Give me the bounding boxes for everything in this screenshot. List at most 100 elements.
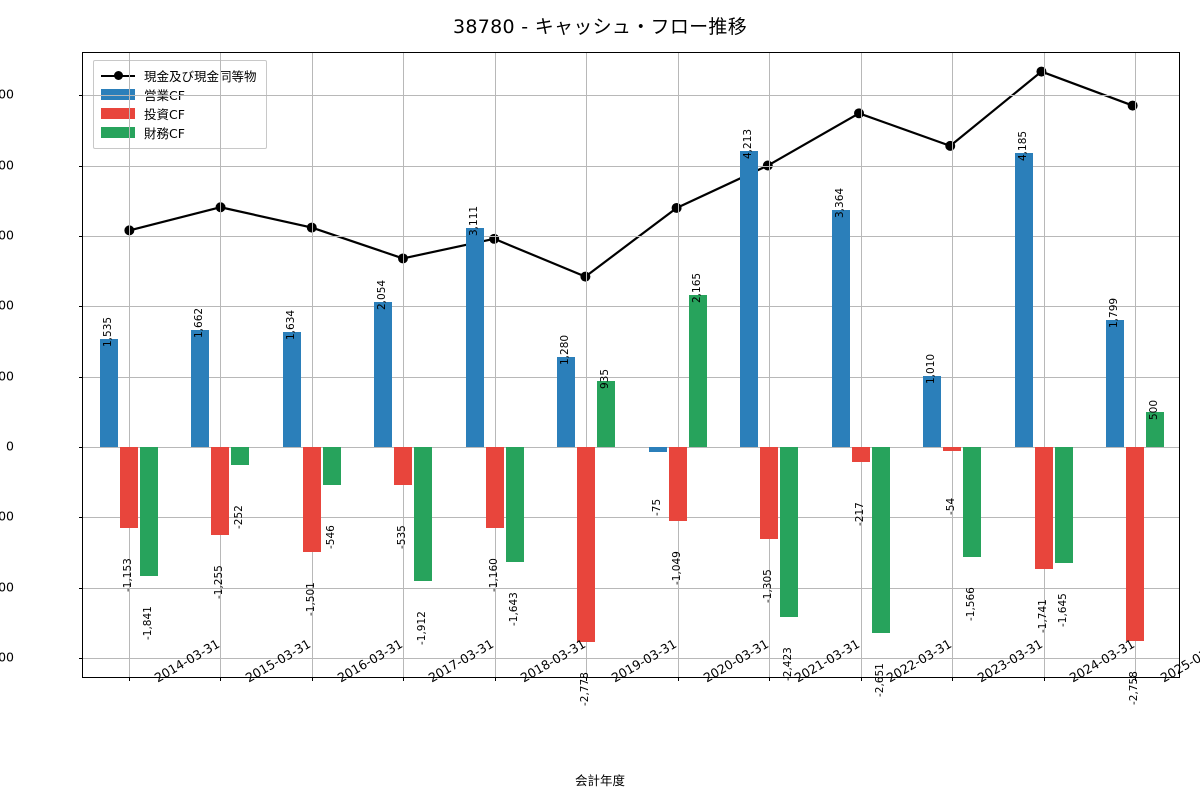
bar-operating-cf[interactable]	[1106, 320, 1125, 447]
bar-value-label: 1,535	[101, 316, 114, 347]
bar-investing-cf[interactable]	[1126, 446, 1145, 641]
legend-swatch-icon	[101, 89, 135, 100]
cash-line-marker[interactable]	[1036, 66, 1047, 77]
bar-operating-cf[interactable]	[99, 338, 118, 447]
bar-value-label: -1,741	[1036, 599, 1049, 634]
x-gridline	[860, 53, 862, 677]
y-tick-label: 4,000	[0, 157, 14, 173]
legend-item[interactable]: 財務CF	[101, 123, 257, 142]
bar-financing-cf[interactable]	[139, 446, 158, 577]
x-gridline	[586, 53, 588, 677]
y-tick-mark	[79, 376, 83, 378]
bar-investing-cf[interactable]	[394, 446, 413, 485]
x-gridline	[769, 53, 771, 677]
bar-financing-cf[interactable]	[505, 446, 524, 563]
bar-value-label: 4,213	[742, 128, 755, 159]
x-tick-mark	[952, 677, 954, 681]
bar-value-label: -1,566	[965, 587, 978, 622]
bar-value-label: -2,651	[873, 663, 886, 698]
x-gridline	[494, 53, 496, 677]
bar-value-label: -1,501	[304, 582, 317, 617]
bar-value-label: -1,160	[487, 558, 500, 593]
legend-item[interactable]: 現金及び現金同等物	[101, 66, 257, 85]
bar-value-label: -252	[233, 504, 246, 529]
x-gridline	[1043, 53, 1045, 677]
bar-investing-cf[interactable]	[851, 446, 870, 463]
x-tick-mark	[677, 677, 679, 681]
y-gridline	[83, 446, 1179, 448]
plot-area: 現金及び現金同等物 営業CF 投資CF 財務CF 1,535 1,662 1,634 2,0…	[79, 52, 1180, 706]
bar-value-label: 935	[599, 369, 612, 390]
bar-investing-cf[interactable]	[577, 446, 596, 643]
bar-operating-cf[interactable]	[465, 228, 484, 447]
bar-operating-cf[interactable]	[374, 302, 393, 447]
bar-value-label: -1,305	[762, 568, 775, 603]
bar-financing-cf[interactable]	[963, 446, 982, 558]
bar-financing-cf[interactable]	[322, 446, 341, 486]
x-tick-mark	[220, 677, 222, 681]
cash-line-marker[interactable]	[945, 140, 956, 151]
bar-value-label: -1,153	[121, 558, 134, 592]
x-tick-mark	[311, 677, 313, 681]
bar-investing-cf[interactable]	[119, 446, 138, 528]
legend-item[interactable]: 投資CF	[101, 104, 257, 123]
bar-financing-cf[interactable]	[871, 446, 890, 634]
cash-line-path	[129, 70, 1134, 278]
bar-value-label: -546	[324, 525, 337, 550]
bar-value-label: 1,799	[1108, 298, 1121, 329]
x-gridline	[952, 53, 954, 677]
legend-swatch-icon	[101, 127, 135, 138]
bar-operating-cf[interactable]	[831, 210, 850, 447]
legend-label: 投資CF	[144, 107, 185, 122]
bar-investing-cf[interactable]	[668, 446, 687, 521]
x-tick-mark	[769, 677, 771, 681]
cash-line-marker[interactable]	[854, 108, 865, 119]
x-gridline	[128, 53, 130, 677]
bar-financing-cf[interactable]	[688, 294, 707, 447]
legend-swatch-icon	[101, 69, 135, 83]
bar-financing-cf[interactable]	[231, 446, 250, 465]
x-tick-mark	[586, 677, 588, 681]
bar-value-label: 3,364	[833, 188, 846, 219]
cash-line-marker[interactable]	[671, 202, 682, 213]
bar-value-label: -2,758	[1128, 671, 1141, 705]
bar-financing-cf[interactable]	[414, 446, 433, 582]
bar-financing-cf[interactable]	[1054, 446, 1073, 563]
cash-line-marker[interactable]	[762, 160, 773, 171]
x-gridline	[677, 53, 679, 677]
bar-investing-cf[interactable]	[1034, 446, 1053, 570]
y-gridline	[83, 235, 1179, 237]
bar-operating-cf[interactable]	[557, 356, 576, 447]
bar-value-label: 3,111	[467, 206, 480, 237]
bar-financing-cf[interactable]	[780, 446, 799, 618]
y-gridline	[83, 587, 1179, 589]
bar-value-label: 1,280	[559, 334, 572, 365]
x-tick-mark	[403, 677, 405, 681]
y-tick-mark	[79, 235, 83, 237]
bar-value-label: -1,912	[416, 611, 429, 646]
y-tick-label: -3,000	[0, 649, 14, 665]
bar-investing-cf[interactable]	[211, 446, 230, 536]
cash-line-marker[interactable]	[580, 271, 591, 282]
bar-operating-cf[interactable]	[1014, 152, 1033, 447]
bar-investing-cf[interactable]	[485, 446, 504, 529]
bar-operating-cf[interactable]	[740, 150, 759, 447]
bar-operating-cf[interactable]	[282, 331, 301, 447]
bar-financing-cf[interactable]	[1146, 411, 1165, 447]
bar-investing-cf[interactable]	[943, 446, 962, 451]
bar-financing-cf[interactable]	[597, 381, 616, 447]
bar-operating-cf[interactable]	[923, 375, 942, 447]
y-tick-label: -2,000	[0, 579, 14, 595]
bar-operating-cf[interactable]	[648, 446, 667, 453]
y-tick-label: 2,000	[0, 297, 14, 313]
legend-label: 現金及び現金同等物	[144, 69, 257, 84]
bar-value-label: -54	[945, 497, 958, 515]
cash-line-marker[interactable]	[1127, 100, 1138, 111]
bar-operating-cf[interactable]	[191, 329, 210, 447]
y-tick-label: 0	[6, 438, 14, 454]
bar-investing-cf[interactable]	[302, 446, 321, 553]
bar-investing-cf[interactable]	[760, 446, 779, 539]
cash-line-marker[interactable]	[397, 253, 408, 264]
legend-swatch-icon	[101, 108, 135, 119]
x-tick-mark	[860, 677, 862, 681]
